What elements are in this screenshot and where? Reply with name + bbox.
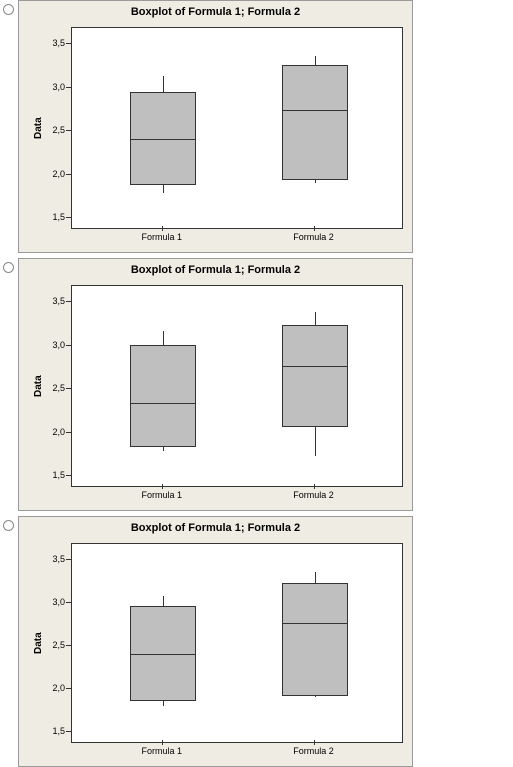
x-tick: Formula 1 bbox=[122, 232, 202, 242]
y-tick: 3,0 bbox=[41, 82, 65, 92]
y-tick: 1,5 bbox=[41, 470, 65, 480]
median-line bbox=[282, 366, 348, 367]
boxplot-box bbox=[282, 325, 348, 427]
median-line bbox=[282, 110, 348, 111]
chart-title: Boxplot of Formula 1; Formula 2 bbox=[18, 6, 413, 18]
option-radio[interactable] bbox=[3, 262, 14, 273]
plot-area bbox=[71, 543, 403, 743]
y-tick: 2,5 bbox=[41, 383, 65, 393]
median-line bbox=[130, 403, 196, 404]
median-line bbox=[130, 654, 196, 655]
chart-title: Boxplot of Formula 1; Formula 2 bbox=[18, 522, 413, 534]
whisker-lower bbox=[315, 427, 316, 456]
y-tick: 1,5 bbox=[41, 726, 65, 736]
median-line bbox=[282, 623, 348, 624]
whisker-lower bbox=[163, 185, 164, 194]
panel-3: Boxplot of Formula 1; Formula 2Data1,52,… bbox=[18, 516, 413, 767]
plot-area bbox=[71, 27, 403, 229]
x-tick: Formula 1 bbox=[122, 490, 202, 500]
whisker-upper bbox=[163, 76, 164, 93]
whisker-upper bbox=[315, 572, 316, 583]
y-tick: 2,0 bbox=[41, 169, 65, 179]
x-tick: Formula 2 bbox=[274, 232, 354, 242]
plot-area bbox=[71, 285, 403, 487]
y-tick: 3,0 bbox=[41, 340, 65, 350]
y-tick: 2,5 bbox=[41, 125, 65, 135]
x-tick: Formula 2 bbox=[274, 490, 354, 500]
option-radio[interactable] bbox=[3, 4, 14, 15]
whisker-upper bbox=[315, 312, 316, 325]
whisker-lower bbox=[163, 701, 164, 706]
y-tick: 3,5 bbox=[41, 554, 65, 564]
whisker-upper bbox=[315, 56, 316, 65]
whisker-upper bbox=[163, 331, 164, 345]
boxplot-box bbox=[130, 345, 196, 447]
y-tick: 3,5 bbox=[41, 38, 65, 48]
chart-title: Boxplot of Formula 1; Formula 2 bbox=[18, 264, 413, 276]
y-tick: 3,0 bbox=[41, 597, 65, 607]
x-tick: Formula 2 bbox=[274, 746, 354, 756]
x-tick: Formula 1 bbox=[122, 746, 202, 756]
y-tick: 1,5 bbox=[41, 212, 65, 222]
whisker-lower bbox=[315, 180, 316, 183]
boxplot-box bbox=[282, 65, 348, 181]
y-tick: 2,0 bbox=[41, 427, 65, 437]
whisker-lower bbox=[163, 447, 164, 451]
option-radio[interactable] bbox=[3, 520, 14, 531]
panel-1: Boxplot of Formula 1; Formula 2Data1,52,… bbox=[18, 0, 413, 253]
boxplot-box bbox=[282, 583, 348, 697]
median-line bbox=[130, 139, 196, 140]
y-tick: 2,5 bbox=[41, 640, 65, 650]
y-tick: 2,0 bbox=[41, 683, 65, 693]
whisker-lower bbox=[315, 696, 316, 697]
panel-2: Boxplot of Formula 1; Formula 2Data1,52,… bbox=[18, 258, 413, 511]
whisker-upper bbox=[163, 596, 164, 606]
y-tick: 3,5 bbox=[41, 296, 65, 306]
